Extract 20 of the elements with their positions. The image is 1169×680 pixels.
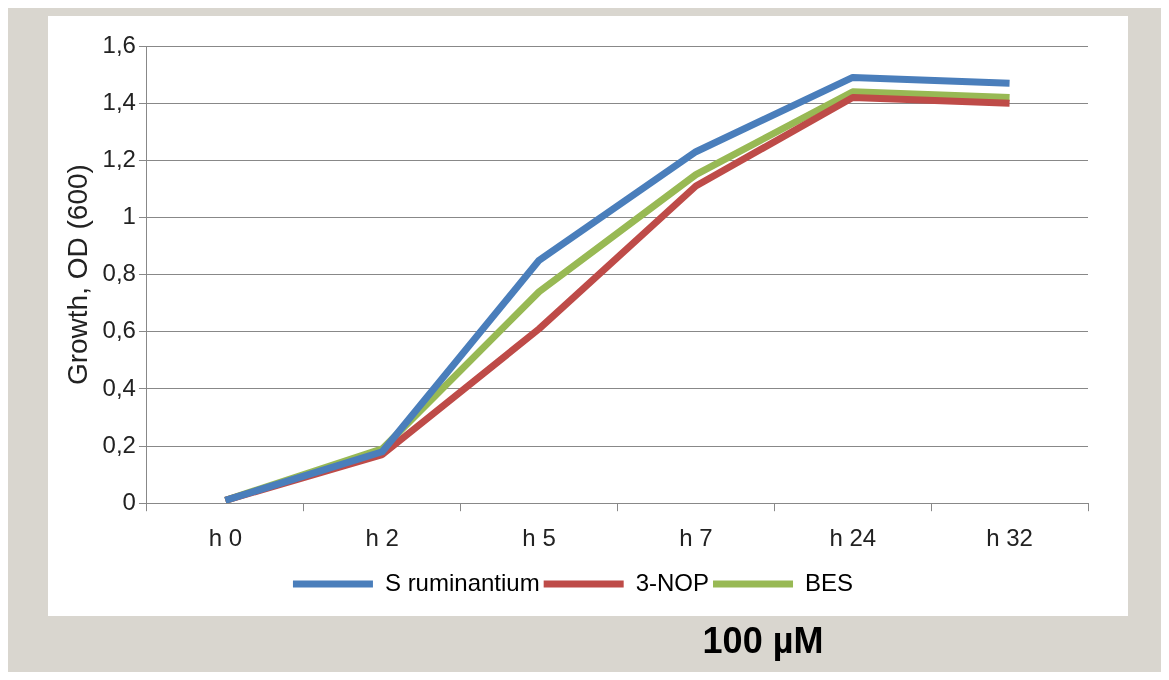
x-tick-label: h 0	[208, 524, 243, 552]
y-tick-label: 1,2	[102, 144, 136, 172]
legend-label: 3-NOP	[635, 568, 710, 596]
legend-label: BES	[805, 568, 854, 596]
y-axis-title: Growth, OD (600)	[61, 164, 93, 386]
y-tick-label: 1,4	[102, 87, 136, 115]
y-tick-label: 0,8	[102, 259, 136, 287]
y-tick-label: 1	[122, 202, 136, 230]
x-tick-label: h 7	[679, 524, 713, 552]
y-tick-label: 0,4	[102, 373, 136, 401]
text: 100 µM	[701, 620, 825, 662]
legend-label: S ruminantium	[384, 568, 540, 596]
y-tick-label: 1,6	[102, 30, 136, 58]
y-tick-label: 0,6	[102, 316, 136, 344]
y-tick-label: 0	[122, 487, 136, 515]
x-tick-label: h 24	[829, 524, 877, 552]
y-tick-label: 0,2	[102, 430, 136, 458]
x-tick-label: h 32	[986, 524, 1033, 552]
x-tick-label: h 5	[522, 524, 556, 552]
x-tick-label: h 2	[365, 524, 399, 552]
